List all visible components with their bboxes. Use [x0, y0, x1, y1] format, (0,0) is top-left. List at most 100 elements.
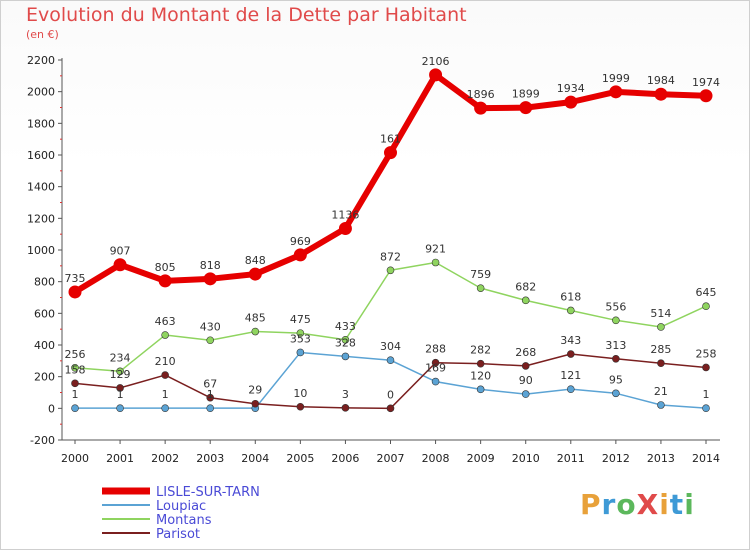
data-label: 343 [560, 334, 581, 347]
data-point [519, 101, 533, 115]
data-label: 313 [605, 339, 626, 352]
data-label: 1 [703, 388, 710, 401]
x-tick-label: 2009 [467, 452, 495, 465]
legend-label-lisle-sur-tarn: LISLE-SUR-TARN [156, 485, 260, 500]
axes: -200020040060080010001200140016001800200… [27, 54, 720, 465]
x-tick-label: 2002 [151, 452, 179, 465]
data-point [657, 323, 665, 331]
data-label: 463 [155, 315, 176, 328]
data-label: 121 [560, 369, 581, 382]
data-label: 210 [155, 355, 176, 368]
data-point [116, 384, 124, 392]
data-label: 1 [117, 388, 124, 401]
data-point [431, 377, 440, 386]
data-point [566, 306, 575, 315]
data-point [476, 385, 485, 394]
x-tick-label: 2005 [286, 452, 314, 465]
x-tick-label: 2006 [331, 452, 359, 465]
data-point [206, 336, 215, 345]
data-point [203, 272, 217, 286]
data-label: 1136 [331, 208, 359, 221]
x-tick-label: 2013 [647, 452, 675, 465]
data-label: 288 [425, 343, 446, 356]
y-tick-label: 200 [34, 371, 55, 384]
data-point [474, 101, 488, 115]
data-point [158, 274, 172, 288]
data-point [386, 404, 395, 413]
data-point [612, 389, 620, 398]
data-point [476, 284, 485, 292]
data-point [248, 267, 262, 281]
data-label: 556 [605, 300, 626, 313]
data-label: 304 [380, 340, 401, 353]
data-point [338, 221, 352, 235]
data-label: 514 [650, 307, 671, 320]
y-tick-label: 600 [34, 307, 55, 320]
x-tick-label: 2004 [241, 452, 269, 465]
x-tick-label: 2010 [512, 452, 540, 465]
data-point [206, 404, 215, 412]
data-label: 328 [335, 336, 356, 349]
data-label: 0 [387, 388, 394, 401]
data-point [116, 367, 124, 376]
data-label: 1974 [692, 76, 720, 89]
data-point [612, 354, 620, 363]
data-label: 256 [65, 348, 86, 361]
data-label: 10 [293, 387, 307, 400]
y-tick-label: -200 [30, 434, 55, 447]
data-point [71, 404, 79, 412]
data-point [564, 95, 578, 109]
data-point [702, 404, 710, 412]
data-point [296, 402, 305, 411]
data-label: 1999 [602, 72, 630, 85]
data-point [71, 379, 79, 388]
data-point [341, 404, 350, 412]
data-point [206, 393, 215, 402]
data-point [386, 266, 395, 275]
data-label: 430 [200, 320, 221, 333]
data-point [521, 296, 530, 305]
data-label: 1984 [647, 74, 675, 87]
data-point [609, 85, 623, 99]
data-label: 1899 [512, 88, 540, 101]
data-point [566, 385, 575, 393]
data-point [702, 302, 710, 311]
data-point [654, 87, 668, 101]
data-label: 618 [560, 290, 581, 303]
data-point [341, 335, 350, 344]
data-label: 234 [110, 351, 131, 364]
data-label: 759 [470, 268, 491, 281]
data-label: 90 [519, 374, 533, 387]
data-point [251, 327, 260, 336]
data-point [386, 356, 395, 365]
data-label: 921 [425, 243, 446, 256]
data-label: 161 [380, 133, 401, 146]
x-tick-label: 2012 [602, 452, 630, 465]
chart-subtitle: (en €) [26, 28, 59, 41]
data-label: 258 [696, 347, 717, 360]
y-tick-label: 2000 [27, 86, 55, 99]
data-label: 1934 [557, 82, 585, 95]
data-point [702, 363, 710, 372]
data-label: 735 [65, 272, 86, 285]
data-label: 120 [470, 369, 491, 382]
series-lines [68, 68, 713, 413]
data-point [699, 89, 713, 103]
x-tick-label: 2001 [106, 452, 134, 465]
proxiti-logo: ProXiti [580, 488, 695, 521]
data-label: 969 [290, 235, 311, 248]
data-label: 3 [342, 388, 349, 401]
y-tick-label: 1800 [27, 117, 55, 130]
x-tick-label: 2011 [557, 452, 585, 465]
data-label: 805 [155, 261, 176, 274]
data-label: 158 [65, 363, 86, 376]
data-point [431, 258, 440, 267]
y-tick-label: 1400 [27, 181, 55, 194]
data-label: 21 [654, 385, 668, 398]
x-tick-label: 2007 [377, 452, 405, 465]
data-label: 282 [470, 344, 491, 357]
y-tick-label: 400 [34, 339, 55, 352]
data-point [431, 358, 440, 367]
x-tick-label: 2014 [692, 452, 720, 465]
data-point [521, 390, 530, 398]
